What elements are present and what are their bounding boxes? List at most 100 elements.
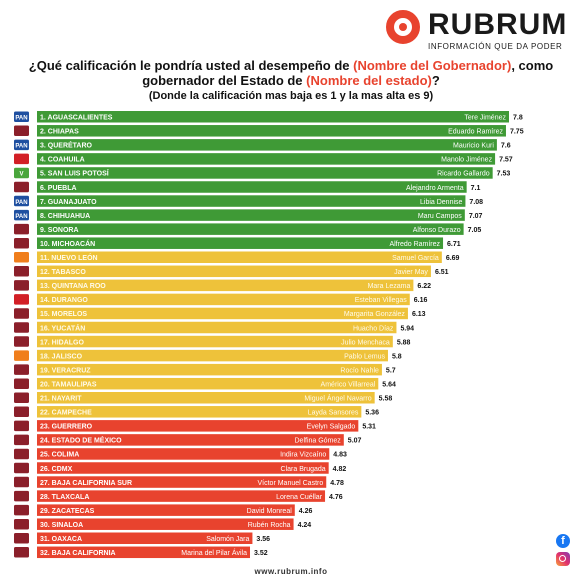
bar-category-label: 4. COAHUILA xyxy=(40,157,85,164)
bar-5 xyxy=(37,167,493,179)
party-morena-icon xyxy=(14,181,29,193)
party-morena-icon xyxy=(14,434,29,446)
bar-value-label: 6.16 xyxy=(414,297,428,304)
website-link[interactable]: www.rubrum.info xyxy=(254,567,328,576)
party-pan-label: PAN xyxy=(15,214,27,220)
bar-value-label: 5.88 xyxy=(397,339,411,346)
bar-category-label: 19. VERACRUZ xyxy=(40,367,91,374)
bar-25 xyxy=(37,448,330,460)
bar-31 xyxy=(37,532,253,544)
bar-category-label: 23. GUERRERO xyxy=(40,424,93,431)
bar-30 xyxy=(37,518,294,530)
party-morena-icon xyxy=(14,125,29,137)
bar-2 xyxy=(37,125,506,137)
bar-4 xyxy=(37,153,496,165)
bar-10 xyxy=(37,237,444,249)
party-pan-icon xyxy=(14,139,29,151)
party-morena-icon xyxy=(14,476,29,488)
bar-governor-label: Víctor Manuel Castro xyxy=(258,480,324,487)
bar-governor-label: Samuel García xyxy=(392,255,439,262)
party-morena-icon xyxy=(14,504,29,516)
bar-21 xyxy=(37,392,375,404)
bar-governor-label: Libia Dennise xyxy=(420,199,463,206)
bar-17 xyxy=(37,335,393,348)
party-pvem-label: V xyxy=(19,172,23,178)
bar-26 xyxy=(37,462,329,474)
facebook-icon[interactable]: f xyxy=(556,534,570,548)
bar-27 xyxy=(37,476,327,488)
party-morena-icon xyxy=(14,462,29,474)
party-morena-icon xyxy=(14,448,29,460)
bar-governor-label: Maru Campos xyxy=(418,213,462,220)
bar-category-label: 31. OAXACA xyxy=(40,536,82,543)
bar-category-label: 20. TAMAULIPAS xyxy=(40,381,97,388)
bar-governor-label: Miguel Ángel Navarro xyxy=(304,394,371,403)
bar-category-label: 16. YUCATÁN xyxy=(40,323,85,332)
bar-value-label: 6.13 xyxy=(412,311,426,318)
bar-governor-label: Alejandro Armenta xyxy=(406,185,464,192)
bar-value-label: 5.58 xyxy=(379,396,393,403)
bar-23 xyxy=(37,420,359,432)
bar-governor-label: Clara Brugada xyxy=(281,466,326,473)
bar-14 xyxy=(37,293,410,306)
bar-governor-label: Pablo Lemus xyxy=(344,353,385,360)
title-part-2: , como xyxy=(511,58,554,73)
bar-value-label: 5.8 xyxy=(392,353,402,360)
party-morena-icon xyxy=(14,518,29,530)
bar-governor-label: Esteban Villegas xyxy=(355,297,408,304)
bar-governor-label: Evelyn Salgado xyxy=(307,424,356,431)
party-pan-icon xyxy=(14,111,29,122)
party-morena-icon xyxy=(14,223,29,235)
bar-category-label: 9. SONORA xyxy=(40,227,79,234)
bar-value-label: 6.22 xyxy=(417,283,431,290)
bar-category-label: 26. CDMX xyxy=(40,466,73,473)
party-morena-icon xyxy=(14,237,29,249)
rubrum-logo-icon xyxy=(386,10,420,44)
brand-tagline: INFORMACIÓN QUE DA PODER xyxy=(428,42,563,51)
bar-governor-label: Delfina Gómez xyxy=(295,438,342,445)
bar-governor-label: Javier May xyxy=(394,269,428,276)
bar-governor-label: Layda Sansores xyxy=(308,410,359,417)
bar-16 xyxy=(37,321,397,334)
bar-value-label: 7.8 xyxy=(513,115,523,122)
bar-category-label: 11. NUEVO LEÓN xyxy=(40,253,98,262)
bar-value-label: 7.1 xyxy=(471,185,481,192)
party-morena-icon xyxy=(14,420,29,432)
bar-29 xyxy=(37,504,295,516)
bar-32 xyxy=(37,546,251,559)
ratings-bar-chart: PAN 1. AGUASCALIENTES Tere Jiménez 7.8 2. CH… xyxy=(14,111,524,559)
bar-value-label: 4.24 xyxy=(298,522,312,529)
bar-governor-label: Julio Menchaca xyxy=(341,339,390,346)
bar-governor-label: Alfredo Ramírez xyxy=(389,241,440,248)
bar-1 xyxy=(37,111,509,123)
bar-20 xyxy=(37,377,379,390)
bar-category-label: 2. CHIAPAS xyxy=(40,129,79,136)
bar-value-label: 3.56 xyxy=(256,536,270,543)
party-morena-icon xyxy=(14,280,29,291)
bar-governor-label: Alfonso Durazo xyxy=(413,227,461,234)
bar-category-label: 1. AGUASCALIENTES xyxy=(40,115,113,122)
bar-category-label: 17. HIDALGO xyxy=(40,339,85,346)
bar-11 xyxy=(37,251,442,263)
bar-value-label: 7.05 xyxy=(468,227,482,234)
bar-category-label: 18. JALISCO xyxy=(40,353,83,360)
party-pri-icon xyxy=(14,294,29,305)
bar-value-label: 7.07 xyxy=(469,213,483,220)
party-morena-icon xyxy=(14,406,29,418)
bar-value-label: 4.78 xyxy=(330,480,344,487)
bar-12 xyxy=(37,265,431,278)
instagram-icon[interactable] xyxy=(556,552,570,566)
bar-governor-label: Tere Jiménez xyxy=(464,115,506,122)
bar-governor-label: Eduardo Ramírez xyxy=(448,129,503,136)
party-pvem-icon xyxy=(14,167,29,179)
rubrum-logo: RUBRUM INFORMACIÓN QUE DA PODER xyxy=(382,8,577,56)
bar-19 xyxy=(37,363,382,376)
bar-governor-label: Mara Lezama xyxy=(368,283,411,290)
bar-category-label: 27. BAJA CALIFORNIA SUR xyxy=(40,480,132,487)
bar-value-label: 4.82 xyxy=(333,466,347,473)
bar-value-label: 5.07 xyxy=(348,438,362,445)
party-morena-icon xyxy=(14,266,29,277)
bar-value-label: 4.83 xyxy=(333,452,347,459)
bar-governor-label: Salomón Jara xyxy=(206,536,249,543)
chart-title: ¿Qué calificación le pondría usted al de… xyxy=(0,58,582,88)
